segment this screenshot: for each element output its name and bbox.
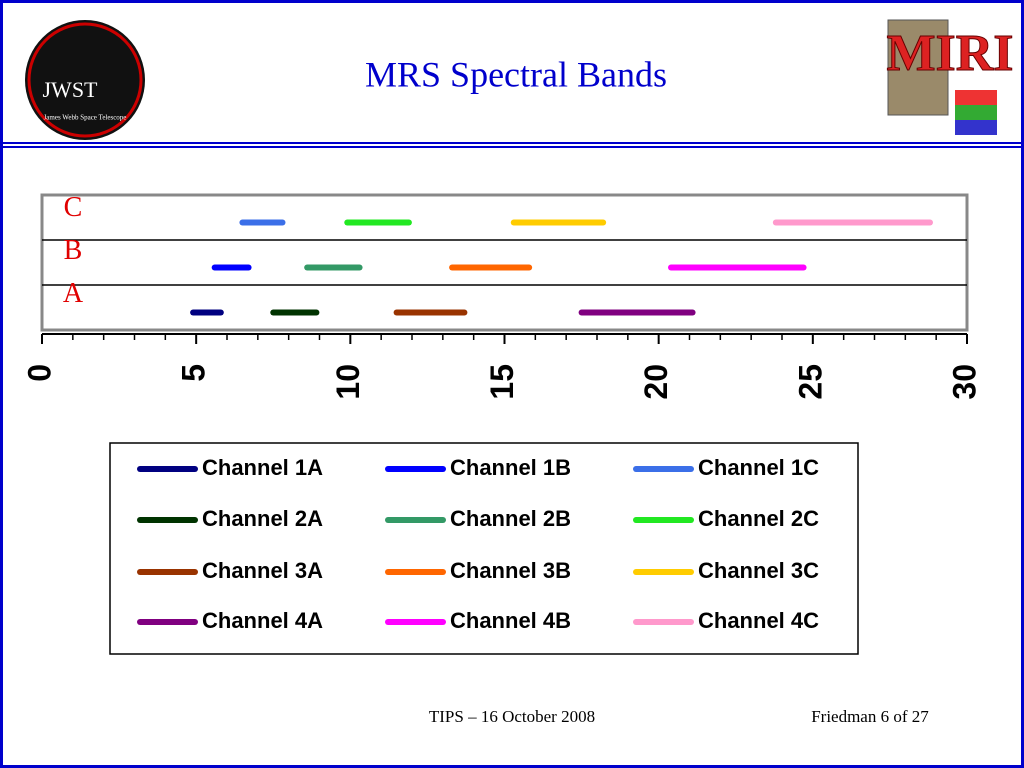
x-tick-label: 25	[792, 364, 828, 400]
legend-label: Channel 1C	[698, 455, 819, 480]
plot-area	[40, 193, 969, 332]
x-tick-label: 10	[330, 364, 366, 400]
legend-label: Channel 4B	[450, 608, 571, 633]
legend-label: Channel 2B	[450, 506, 571, 531]
slide-title: MRS Spectral Bands	[365, 54, 667, 94]
logo-ring	[27, 22, 143, 138]
logo-detector	[887, 19, 949, 116]
legend-label: Channel 3B	[450, 558, 571, 583]
legend-label: Channel 4A	[202, 608, 323, 633]
category-label: C	[64, 192, 83, 223]
logo-caption: James Webb Space Telescope	[44, 114, 127, 122]
category-label: B	[64, 235, 83, 266]
x-tick-label: 0	[21, 364, 57, 382]
miri-logo: MIRI	[886, 19, 1014, 135]
x-tick-label: 30	[946, 364, 982, 400]
x-tick-label: 20	[638, 364, 674, 400]
chart	[40, 193, 969, 332]
logo-text: MIRI	[886, 25, 1013, 82]
logo-disc	[25, 20, 145, 140]
legend-label: Channel 2C	[698, 506, 819, 531]
legend-label: Channel 1B	[450, 455, 571, 480]
legend-label: Channel 4C	[698, 608, 819, 633]
legend-label: Channel 1A	[202, 455, 323, 480]
logo-text: JWST	[43, 77, 99, 102]
footer-page: Friedman 6 of 27	[811, 707, 929, 726]
x-tick-label: 15	[484, 364, 520, 400]
jwst-logo: JWST James Webb Space Telescope	[25, 20, 145, 140]
legend-label: Channel 3C	[698, 558, 819, 583]
logo-spectrum	[955, 105, 997, 120]
legend-label: Channel 3A	[202, 558, 323, 583]
legend-box	[109, 442, 859, 655]
x-tick-label: 5	[176, 364, 212, 382]
legend-label: Channel 2A	[202, 506, 323, 531]
logo-spectrum	[955, 120, 997, 135]
category-label: A	[63, 278, 84, 309]
footer-event: TIPS – 16 October 2008	[429, 707, 595, 726]
